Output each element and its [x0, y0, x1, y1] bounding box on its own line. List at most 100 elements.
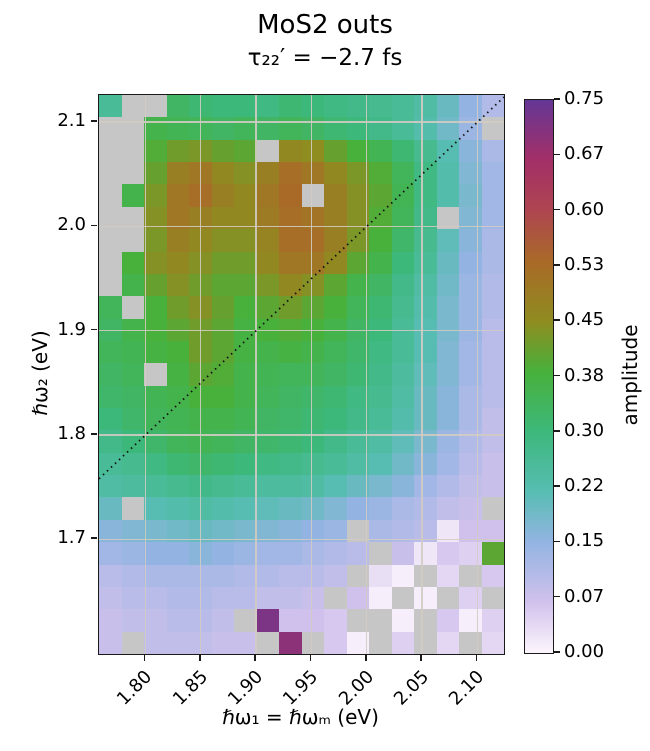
heatmap-cell: [256, 273, 280, 297]
heatmap-cell: [279, 340, 303, 364]
heatmap-cell: [346, 519, 370, 543]
heatmap-cell: [436, 408, 460, 431]
heatmap-cell: [279, 273, 303, 297]
heatmap-cell: [459, 229, 483, 253]
heatmap-cell: [166, 385, 190, 409]
heatmap-cell: [346, 452, 370, 476]
heatmap-cell: [166, 117, 190, 141]
heatmap-cell: [301, 385, 325, 409]
heatmap-cell: [279, 296, 303, 320]
heatmap-cell: [99, 340, 123, 364]
heatmap-cell: [481, 363, 504, 387]
heatmap-cell: [436, 542, 460, 566]
y-tick-mark: [91, 328, 97, 331]
heatmap-cell: [481, 609, 504, 633]
colorbar-tick-label: 0.53: [564, 253, 605, 275]
heatmap-cell: [144, 408, 168, 431]
gridline-vertical: [310, 95, 313, 654]
heatmap-cell: [301, 229, 325, 253]
heatmap-cell: [121, 497, 145, 521]
heatmap-cell: [256, 251, 280, 275]
heatmap-cell: [481, 296, 504, 320]
heatmap-cell: [324, 340, 348, 364]
heatmap-cell: [459, 363, 483, 387]
heatmap-cell: [144, 519, 168, 543]
heatmap-cell: [414, 385, 438, 409]
heatmap-cell: [369, 609, 393, 633]
heatmap-cell: [166, 340, 190, 364]
heatmap-cell: [346, 385, 370, 409]
heatmap-cell: [166, 296, 190, 320]
heatmap-cell: [144, 497, 168, 521]
heatmap-cell: [436, 229, 460, 253]
colorbar-tick-label: 0.75: [564, 88, 605, 109]
heatmap-cell: [459, 609, 483, 633]
heatmap-cell: [459, 452, 483, 476]
colorbar-tick-mark: [554, 98, 560, 100]
heatmap-cell: [459, 497, 483, 521]
heatmap-cell: [99, 497, 123, 521]
heatmap-cell: [301, 363, 325, 387]
heatmap-cell: [256, 139, 280, 163]
colorbar-tick-label: 0.60: [564, 198, 605, 220]
heatmap-cell: [414, 340, 438, 364]
heatmap-cell: [369, 408, 393, 431]
heatmap-cell: [99, 430, 123, 454]
heatmap-cell: [436, 586, 460, 610]
heatmap-cell: [391, 206, 415, 230]
heatmap-cell: [391, 609, 415, 633]
heatmap-cell: [391, 497, 415, 521]
heatmap-cell: [481, 229, 504, 253]
heatmap-cell: [324, 519, 348, 543]
heatmap-cell: [481, 117, 504, 141]
heatmap-cell: [144, 564, 168, 588]
heatmap-cell: [279, 631, 303, 654]
heatmap-cell: [301, 475, 325, 499]
heatmap-cell: [391, 452, 415, 476]
colorbar-tick-mark: [554, 595, 560, 598]
heatmap-cell: [301, 251, 325, 275]
heatmap-cell: [324, 229, 348, 253]
chart-title: MoS2 outs: [257, 10, 393, 40]
heatmap-cell: [481, 475, 504, 499]
heatmap-cell: [211, 139, 235, 163]
heatmap-cell: [211, 408, 235, 431]
heatmap-cell: [234, 139, 258, 163]
y-tick-label: 1.8: [57, 422, 86, 444]
heatmap-cell: [121, 296, 145, 320]
y-tick-label: 1.7: [57, 527, 86, 549]
heatmap-cell: [234, 229, 258, 253]
heatmap-cell: [256, 340, 280, 364]
heatmap-cell: [234, 609, 258, 633]
heatmap-cell: [301, 430, 325, 454]
heatmap-cell: [166, 609, 190, 633]
heatmap-cell: [279, 564, 303, 588]
heatmap-cell: [324, 564, 348, 588]
heatmap-cell: [436, 117, 460, 141]
heatmap-cell: [166, 162, 190, 186]
grid-lines: [99, 95, 504, 654]
heatmap-cell: [279, 452, 303, 476]
heatmap-cell: [459, 95, 483, 118]
heatmap-cell: [256, 206, 280, 230]
heatmap-cell: [279, 117, 303, 141]
heatmap-cell: [301, 162, 325, 186]
heatmap-cell: [256, 542, 280, 566]
heatmap-cell: [324, 206, 348, 230]
heatmap-cell: [391, 519, 415, 543]
heatmap-cell: [414, 117, 438, 141]
heatmap-cell: [279, 251, 303, 275]
heatmap-cell: [481, 251, 504, 275]
heatmap-cell: [99, 206, 123, 230]
colorbar-tick-label: 0.30: [564, 419, 605, 441]
heatmap-cell: [391, 117, 415, 141]
heatmap-cell: [436, 184, 460, 208]
heatmap-cell: [301, 586, 325, 610]
x-tick-mark: [309, 655, 312, 661]
heatmap-cell: [256, 95, 280, 118]
heatmap-cell: [414, 184, 438, 208]
gridline-vertical: [255, 95, 257, 654]
heatmap-cell: [256, 609, 280, 633]
heatmap-cell: [121, 162, 145, 186]
